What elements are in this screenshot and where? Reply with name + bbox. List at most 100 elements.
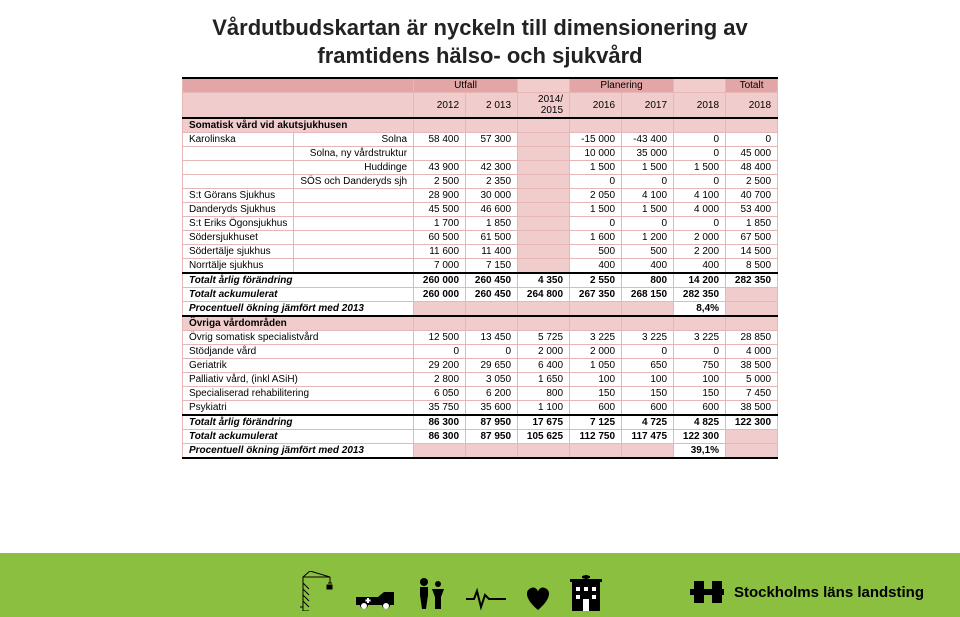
cell: 1 850 — [726, 217, 778, 231]
cell: 2 013 — [466, 93, 518, 119]
cell: 6 400 — [518, 359, 570, 373]
cell: 53 400 — [726, 203, 778, 217]
cell: Karolinska — [182, 133, 293, 147]
cell: Totalt årlig förändring — [182, 273, 413, 288]
cell: 45 500 — [414, 203, 466, 217]
cell: Övriga vårdområden — [182, 316, 413, 331]
cell: 67 500 — [726, 231, 778, 245]
cell: Solna — [294, 133, 414, 147]
title-line-1: Vårdutbudskartan är nyckeln till dimensi… — [212, 15, 747, 40]
cell: 35 000 — [622, 147, 674, 161]
cell: 282 350 — [726, 273, 778, 288]
data-table: UtfallPlaneringTotalt20122 0132014/20152… — [182, 77, 778, 459]
cell — [294, 259, 414, 274]
cell: 0 — [570, 217, 622, 231]
cell — [518, 259, 570, 274]
cell: S:t Eriks Ögonsjukhus — [182, 217, 293, 231]
logo: Stockholms läns landsting — [690, 577, 924, 607]
cell — [518, 147, 570, 161]
cell — [674, 316, 726, 331]
cell: SÖS och Danderyds sjh — [294, 175, 414, 189]
cell: 600 — [674, 401, 726, 416]
cell: 43 900 — [414, 161, 466, 175]
cell — [414, 147, 466, 161]
cell — [518, 189, 570, 203]
cell: Danderyds Sjukhus — [182, 203, 293, 217]
cell: 28 850 — [726, 331, 778, 345]
cell: Södertälje sjukhus — [182, 245, 293, 259]
cell: -43 400 — [622, 133, 674, 147]
cell: 0 — [674, 175, 726, 189]
cell: 150 — [622, 387, 674, 401]
cell — [518, 316, 570, 331]
cell: 2 500 — [414, 175, 466, 189]
cell: 61 500 — [466, 231, 518, 245]
cell: 38 500 — [726, 401, 778, 416]
cell: 1 500 — [622, 203, 674, 217]
cell: Södersjukhuset — [182, 231, 293, 245]
cell: 46 600 — [466, 203, 518, 217]
cell: 7 125 — [570, 415, 622, 430]
cell — [182, 175, 293, 189]
cell: 2 350 — [466, 175, 518, 189]
cell: 3 050 — [466, 373, 518, 387]
cell: 1 850 — [466, 217, 518, 231]
cell: 2014/2015 — [518, 93, 570, 119]
pulse-icon — [466, 587, 506, 611]
cell: 800 — [518, 387, 570, 401]
cell — [726, 288, 778, 302]
cell — [570, 316, 622, 331]
cell — [182, 93, 413, 119]
cell: 150 — [674, 387, 726, 401]
cell: 35 750 — [414, 401, 466, 416]
cell: 4 825 — [674, 415, 726, 430]
cell: Övrig somatisk specialistvård — [182, 331, 413, 345]
cell: 40 700 — [726, 189, 778, 203]
cell: Procentuell ökning jämfört med 2013 — [182, 302, 413, 317]
cell: 2 800 — [414, 373, 466, 387]
cell: 0 — [466, 345, 518, 359]
ambulance-icon — [354, 591, 396, 611]
cell: Solna, ny vårdstruktur — [294, 147, 414, 161]
cell: 13 450 — [466, 331, 518, 345]
cell: 58 400 — [414, 133, 466, 147]
cell: 17 675 — [518, 415, 570, 430]
cell: 3 225 — [622, 331, 674, 345]
cell: 39,1% — [674, 444, 726, 459]
cell: 600 — [622, 401, 674, 416]
cell: 400 — [622, 259, 674, 274]
cell: 2012 — [414, 93, 466, 119]
cell — [674, 118, 726, 133]
cell — [726, 444, 778, 459]
crane-icon — [300, 571, 336, 611]
cell: 0 — [622, 345, 674, 359]
cell: 650 — [622, 359, 674, 373]
cell — [294, 203, 414, 217]
cell: Totalt — [726, 78, 778, 93]
cell — [518, 78, 570, 93]
logo-mark-icon — [690, 577, 724, 607]
cell: 1 600 — [570, 231, 622, 245]
cell: 100 — [570, 373, 622, 387]
cell: 38 500 — [726, 359, 778, 373]
cell — [726, 316, 778, 331]
cell: 1 500 — [674, 161, 726, 175]
cell: 12 500 — [414, 331, 466, 345]
cell: 100 — [622, 373, 674, 387]
cell: 260 000 — [414, 288, 466, 302]
cell: 800 — [622, 273, 674, 288]
cell: 0 — [674, 345, 726, 359]
people-icon — [414, 577, 448, 611]
cell: 48 400 — [726, 161, 778, 175]
cell — [622, 118, 674, 133]
cell: 35 600 — [466, 401, 518, 416]
cell: 0 — [570, 175, 622, 189]
cell: Geriatrik — [182, 359, 413, 373]
cell: 2 000 — [674, 231, 726, 245]
cell: 150 — [570, 387, 622, 401]
cell: 57 300 — [466, 133, 518, 147]
cell: 10 000 — [570, 147, 622, 161]
cell: 4 000 — [674, 203, 726, 217]
cell: 0 — [414, 345, 466, 359]
cell: 267 350 — [570, 288, 622, 302]
